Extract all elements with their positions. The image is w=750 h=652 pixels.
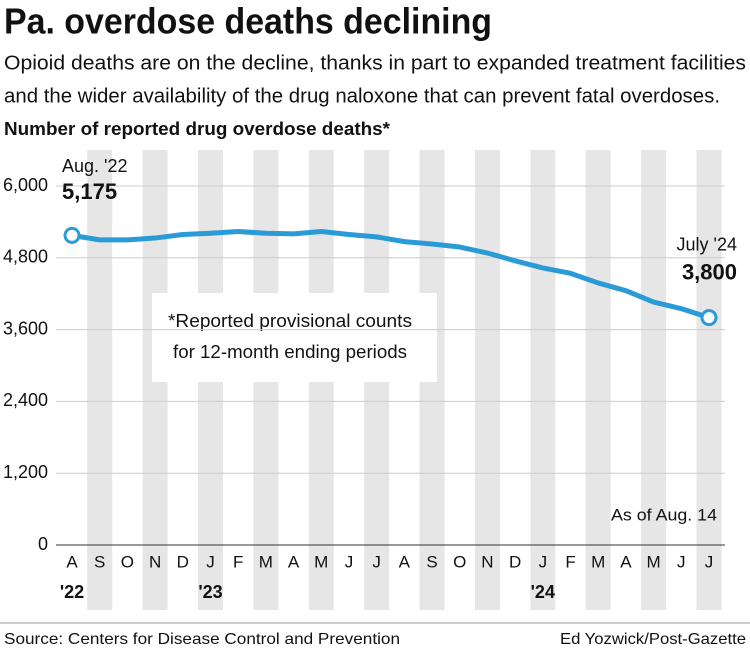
x-tick-label: M <box>591 552 605 571</box>
point-marker <box>63 226 81 244</box>
x-tick-label: A <box>399 552 411 571</box>
source: Source: Centers for Disease Control and … <box>4 631 400 648</box>
x-tick-label: J <box>705 552 714 571</box>
note: *Reported provisional counts <box>168 311 412 331</box>
x-tick-label: S <box>426 552 437 571</box>
column-band <box>641 150 667 610</box>
x-tick-label: O <box>121 552 134 571</box>
x-tick-label: D <box>509 552 521 571</box>
y-axis-label: Number of reported drug overdose deaths* <box>4 119 390 139</box>
x-tick-label: F <box>565 552 575 571</box>
x-tick-label: M <box>314 552 328 571</box>
x-tick-label: J <box>539 552 548 571</box>
x-tick-label: F <box>233 552 243 571</box>
x-tick-label: J <box>372 552 381 571</box>
x-tick-label: A <box>620 552 632 571</box>
point-label: Aug. '22 <box>62 156 128 176</box>
point-marker <box>700 309 718 327</box>
year-label: '23 <box>198 582 222 602</box>
subtitle: and the wider availability of the drug n… <box>4 85 720 107</box>
line <box>71 228 710 321</box>
y-tick-label: 1,200 <box>3 462 48 482</box>
note: for 12-month ending periods <box>173 342 407 362</box>
x-tick-label: M <box>647 552 661 571</box>
column-band <box>87 150 113 610</box>
x-tick-label: D <box>177 552 189 571</box>
column-band <box>585 150 611 610</box>
note-box <box>152 293 437 382</box>
year-label: '24 <box>531 582 555 602</box>
point-label: July '24 <box>677 234 737 254</box>
value-label: 5,175 <box>62 179 117 204</box>
y-tick-label: 3,600 <box>3 318 48 338</box>
credit: Ed Yozwick/Post-Gazette <box>560 631 746 648</box>
subtitle: Opioid deaths are on the decline, thanks… <box>4 52 746 74</box>
value-label: 3,800 <box>682 259 737 284</box>
column-band <box>530 150 556 610</box>
column-band <box>696 150 722 610</box>
x-tick-label: M <box>259 552 273 571</box>
x-tick-label: A <box>288 552 300 571</box>
x-tick-label: J <box>345 552 354 571</box>
x-tick-label: N <box>149 552 161 571</box>
y-tick-label: 2,400 <box>3 390 48 410</box>
y-tick-label: 0 <box>38 534 48 554</box>
year-label: '22 <box>60 582 84 602</box>
x-tick-label: A <box>66 552 78 571</box>
as-of: As of Aug. 14 <box>611 505 717 524</box>
x-tick-label: O <box>453 552 466 571</box>
y-tick-label: 4,800 <box>3 247 48 267</box>
x-tick-label: J <box>677 552 686 571</box>
x-tick-label: N <box>481 552 493 571</box>
column-band <box>474 150 500 610</box>
x-tick-label: S <box>94 552 105 571</box>
chart-title: Pa. overdose deaths declining <box>4 1 492 42</box>
x-tick-label: J <box>206 552 215 571</box>
y-tick-label: 6,000 <box>3 175 48 195</box>
